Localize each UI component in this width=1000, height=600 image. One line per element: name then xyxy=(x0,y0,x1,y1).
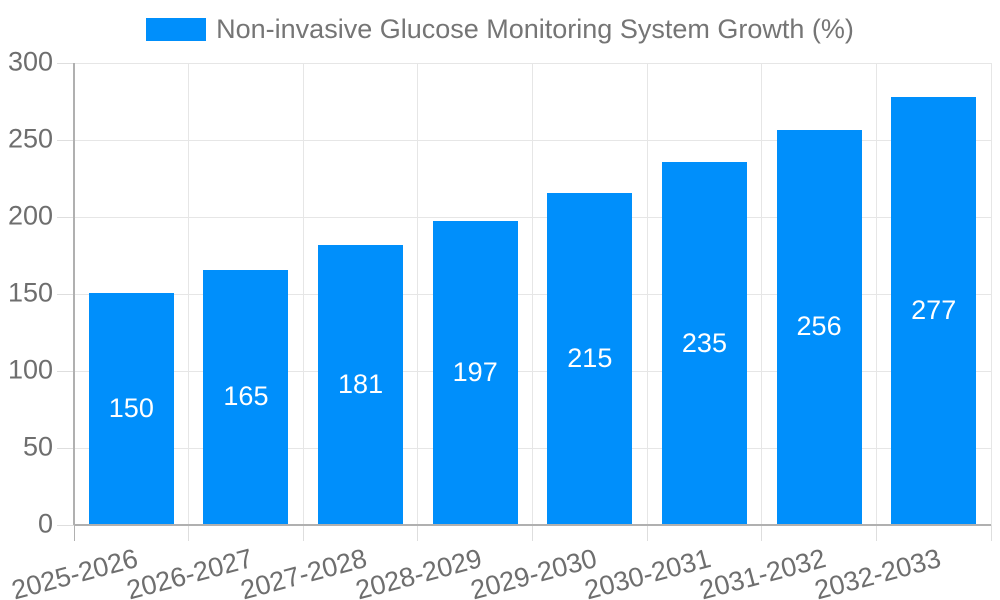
y-tick xyxy=(57,293,74,295)
y-tick xyxy=(57,370,74,372)
bar-2026-2027[interactable]: 165 xyxy=(203,269,289,524)
x-gridline xyxy=(188,63,190,525)
legend-swatch-icon xyxy=(146,17,207,41)
y-tick xyxy=(57,524,74,526)
bar-2025-2026[interactable]: 150 xyxy=(88,293,174,524)
x-tick xyxy=(417,525,419,541)
bar-value-label: 277 xyxy=(911,295,957,326)
bar-value-label: 256 xyxy=(796,311,842,342)
y-axis-tick-label: 50 xyxy=(22,431,53,462)
y-tick xyxy=(57,447,74,449)
x-tick xyxy=(646,525,648,541)
x-tick xyxy=(990,525,992,541)
x-axis-tick-label: 2030-2031 xyxy=(581,543,715,600)
y-tick xyxy=(57,139,74,141)
bar-2029-2030[interactable]: 215 xyxy=(547,192,633,524)
y-axis-tick-label: 300 xyxy=(7,46,53,77)
bar-value-label: 235 xyxy=(681,327,727,358)
bar-value-label: 165 xyxy=(223,381,269,412)
x-axis-tick-label: 2028-2029 xyxy=(352,543,485,600)
bar-2030-2031[interactable]: 235 xyxy=(661,162,747,524)
y-axis-line xyxy=(73,63,75,525)
bar-value-label: 197 xyxy=(452,356,498,387)
x-axis-line xyxy=(74,524,991,526)
x-tick xyxy=(532,525,533,541)
y-tick xyxy=(57,62,74,64)
legend-label: Non-invasive Glucose Monitoring System G… xyxy=(216,14,854,44)
x-gridline xyxy=(646,63,648,525)
x-tick xyxy=(73,525,75,541)
bar-2028-2029[interactable]: 197 xyxy=(432,220,518,524)
x-gridline xyxy=(990,63,992,525)
x-gridline xyxy=(875,63,877,525)
bar-2027-2028[interactable]: 181 xyxy=(318,245,404,524)
bar-value-label: 150 xyxy=(108,393,154,423)
bar-value-label: 215 xyxy=(567,342,613,373)
bar-2031-2032[interactable]: 256 xyxy=(776,129,862,524)
y-axis-tick-label: 100 xyxy=(7,354,53,385)
x-tick xyxy=(302,525,304,541)
x-gridline xyxy=(761,63,763,525)
y-axis-tick-label: 0 xyxy=(37,508,53,539)
x-axis-tick-label: 2027-2028 xyxy=(237,543,371,600)
x-gridline xyxy=(417,63,419,525)
x-axis-tick-label: 2031-2032 xyxy=(696,543,829,600)
legend: Non-invasive Glucose Monitoring System G… xyxy=(0,14,1000,44)
bar-2032-2033[interactable]: 277 xyxy=(891,97,977,524)
x-axis-tick-label: 2032-2033 xyxy=(810,543,944,600)
x-gridline xyxy=(302,63,304,525)
bar-value-label: 181 xyxy=(338,369,384,400)
x-tick xyxy=(188,525,190,541)
x-gridline xyxy=(532,63,533,525)
x-axis-tick-label: 2029-2030 xyxy=(467,543,600,600)
y-axis-tick-label: 200 xyxy=(7,200,53,231)
legend-item[interactable]: Non-invasive Glucose Monitoring System G… xyxy=(146,14,854,44)
x-axis-tick-label: 2025-2026 xyxy=(8,543,142,600)
y-tick xyxy=(57,216,74,218)
x-axis-tick-label: 2026-2027 xyxy=(123,543,256,600)
x-tick xyxy=(875,525,877,541)
x-tick xyxy=(761,525,763,541)
y-axis-tick-label: 150 xyxy=(7,277,53,308)
y-axis-tick-label: 250 xyxy=(7,123,53,154)
